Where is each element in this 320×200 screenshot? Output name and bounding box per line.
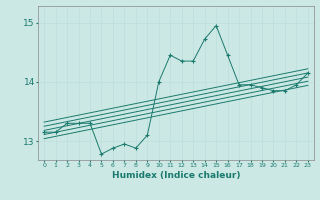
X-axis label: Humidex (Indice chaleur): Humidex (Indice chaleur) <box>112 171 240 180</box>
